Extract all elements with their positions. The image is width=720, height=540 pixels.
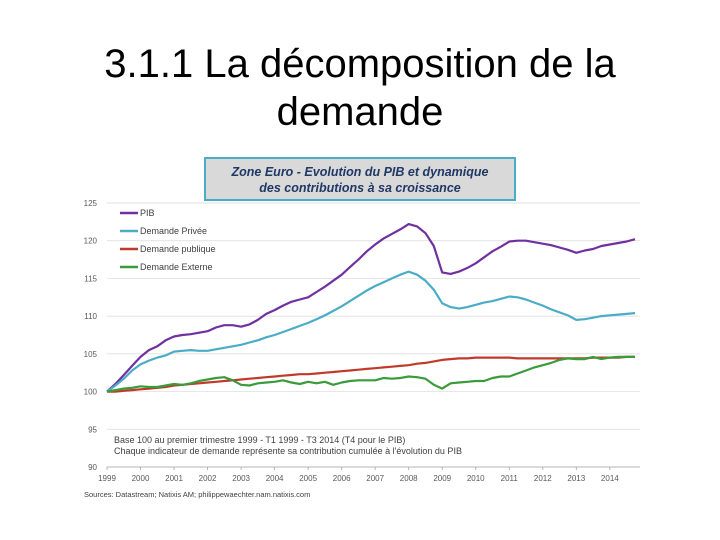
chart-title-line-2: des contributions à sa croissance	[259, 181, 461, 195]
legend-label-2: Demande publique	[140, 244, 216, 254]
x-tick-label: 2001	[165, 474, 183, 483]
x-tick-label: 2011	[501, 474, 519, 483]
chart-source: Sources: Datastream; Natixis AM; philipp…	[84, 490, 310, 499]
legend-label-3: Demande Externe	[140, 262, 213, 272]
x-tick-label: 2002	[199, 474, 217, 483]
series-line-2	[107, 355, 635, 393]
series-line-3	[106, 355, 635, 393]
chart-footnote-line-2: Chaque indicateur de demande représente …	[114, 446, 462, 456]
x-tick-label: 2000	[132, 474, 150, 483]
y-tick-label: 95	[88, 425, 97, 434]
chart-title-line-1: Zone Euro - Evolution du PIB et dynamiqu…	[231, 165, 489, 179]
chart-title-box	[204, 157, 516, 201]
slide-title-line-2: demande	[276, 90, 444, 134]
x-tick-label: 2007	[366, 474, 384, 483]
x-tick-label: 2008	[400, 474, 418, 483]
x-tick-label: 2014	[601, 474, 619, 483]
legend: PIB Demande Privée Demande publique Demande…	[120, 208, 216, 272]
series-line-0	[106, 223, 636, 393]
y-tick-label: 110	[84, 312, 97, 321]
chart-container: Zone Euro - Evolution du PIB et dynamiqu…	[72, 155, 656, 502]
y-tick-label: 100	[84, 388, 98, 397]
series-group	[106, 223, 636, 393]
x-tick-label: 2012	[534, 474, 552, 483]
y-axis: 90 95 100 105 110 115 120 125	[84, 199, 98, 472]
legend-label-1: Demande Privée	[140, 226, 207, 236]
series-line-1	[106, 270, 636, 393]
x-tick-label: 2003	[232, 474, 250, 483]
x-tick-label: 2005	[299, 474, 317, 483]
slide-title-line-1: 3.1.1 La décomposition de la	[104, 42, 616, 86]
y-tick-label: 105	[84, 350, 98, 359]
legend-label-0: PIB	[140, 208, 155, 218]
x-axis: 1999 2000 2001 2002 2003 2004 2005 2006 2007 2008…	[98, 466, 640, 483]
y-tick-label: 90	[88, 463, 97, 472]
x-tick-label: 2004	[266, 474, 284, 483]
x-tick-label: 2009	[433, 474, 451, 483]
y-tick-label: 115	[84, 274, 97, 283]
x-tick-label: 1999	[98, 474, 116, 483]
slide-title: 3.1.1 La décomposition de la demande	[0, 40, 720, 136]
y-tick-label: 120	[84, 237, 98, 246]
x-tick-label: 2006	[333, 474, 351, 483]
y-tick-label: 125	[84, 199, 98, 208]
chart-footnote-line-1: Base 100 au premier trimestre 1999 - T1 …	[114, 435, 405, 445]
line-chart: Zone Euro - Evolution du PIB et dynamiqu…	[84, 157, 640, 499]
x-tick-label: 2010	[467, 474, 485, 483]
x-tick-label: 2013	[567, 474, 585, 483]
